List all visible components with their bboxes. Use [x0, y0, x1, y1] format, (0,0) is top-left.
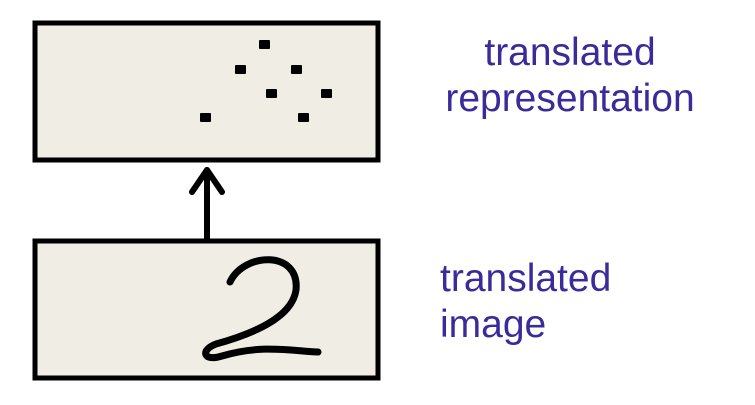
- image-caption-line1: translated: [440, 257, 612, 300]
- representation-caption: translated representation: [420, 30, 720, 122]
- representation-dots: [200, 40, 332, 122]
- representation-dot: [298, 113, 309, 122]
- image-caption-line2: image: [440, 303, 547, 346]
- representation-dot: [321, 89, 332, 98]
- representation-dot: [259, 40, 270, 49]
- representation-caption-line1: translated: [484, 31, 656, 74]
- representation-dot: [200, 113, 211, 122]
- representation-dot: [235, 65, 246, 74]
- up-arrow-icon: [189, 167, 225, 243]
- representation-dot: [291, 65, 302, 74]
- representation-box: [32, 20, 381, 163]
- representation-caption-line2: representation: [445, 77, 695, 120]
- image-caption: translated image: [440, 256, 611, 348]
- representation-dot: [266, 89, 277, 98]
- handwritten-digit-two: [202, 256, 322, 361]
